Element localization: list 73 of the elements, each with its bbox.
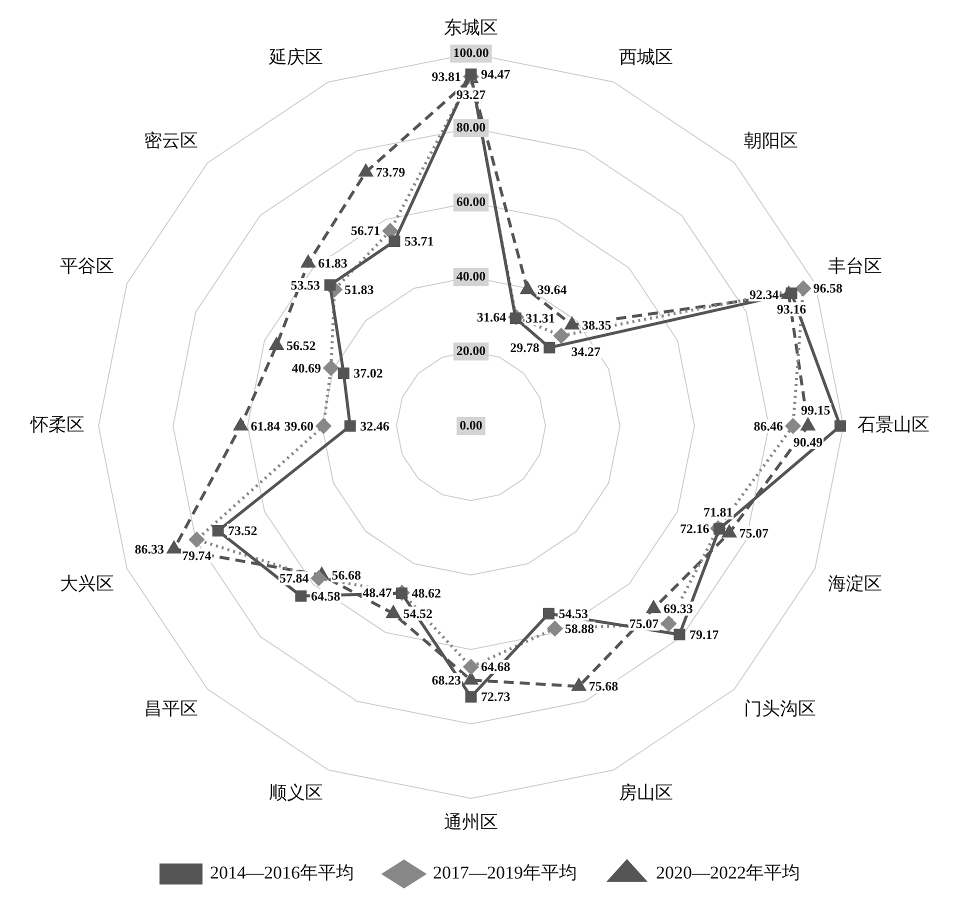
data-label: 61.83 [318,256,348,271]
data-label: 73.79 [376,164,406,180]
spoke-label: 朝阳区 [744,130,798,152]
spoke-label: 海淀区 [828,573,882,594]
spoke-label: 石景山区 [857,414,930,436]
data-label: 48.47 [362,585,392,600]
data-label: 86.46 [754,418,784,434]
data-label: 29.78 [510,340,540,355]
data-label: 51.83 [344,282,374,297]
data-label: 61.84 [250,418,280,434]
data-label: 64.58 [310,588,341,604]
data-label: 73.52 [228,523,258,538]
legend-label: 2014—2016年平均 [210,862,354,883]
data-label: 72.16 [680,521,710,536]
spoke-label: 通州区 [444,812,498,833]
data-label: 39.60 [284,418,314,434]
legend-label: 2017—2019年平均 [433,862,577,883]
spoke-label: 大兴区 [60,573,114,594]
data-label: 99.15 [800,402,831,418]
spoke-label: 门头沟区 [744,698,816,720]
y-tick-label: 100.00 [453,44,489,60]
data-label: 56.52 [286,338,316,353]
data-label: 58.88 [564,620,595,636]
data-label: 79.17 [689,626,720,642]
data-label: 48.62 [412,586,441,601]
data-label: 39.64 [537,282,568,297]
data-label: 32.46 [360,418,390,434]
data-label: 56.68 [332,568,362,583]
data-label: 94.47 [481,66,511,82]
y-tick-label: 80.00 [456,119,486,134]
data-label: 54.52 [403,606,433,621]
legend-label: 2020—2022年平均 [656,862,800,883]
spoke-label: 密云区 [144,130,198,152]
data-label: 71.81 [703,504,733,520]
data-label: 38.35 [582,317,612,332]
spoke-label: 平谷区 [60,256,114,278]
data-label: 40.69 [292,360,322,376]
spoke-label: 房山区 [618,782,673,804]
spoke-label: 昌平区 [144,698,198,720]
data-label: 54.53 [558,606,588,621]
data-label: 72.73 [481,689,511,704]
data-label: 75.07 [739,525,770,540]
spoke-label: 顺义区 [269,782,324,804]
data-label: 93.81 [432,69,461,84]
data-label: 93.27 [456,87,486,102]
data-label: 75.68 [588,678,619,694]
data-label: 34.27 [571,344,601,360]
data-label: 93.16 [776,302,807,317]
spoke-label: 西城区 [618,46,673,68]
data-label: 53.53 [290,277,321,292]
spoke-label: 丰台区 [828,256,882,278]
data-label: 31.64 [476,310,507,324]
y-tick-label: 20.00 [456,342,486,358]
y-tick-label: 40.00 [456,268,486,284]
spoke-label: 怀柔区 [30,414,85,436]
data-label: 64.68 [481,659,511,674]
data-label: 92.34 [749,286,780,302]
data-label: 96.58 [813,280,844,296]
data-label: 90.49 [793,434,824,450]
data-label: 68.23 [432,672,462,688]
data-label: 75.07 [629,616,660,632]
y-tick-label: 0.00 [460,417,482,432]
data-label: 56.71 [350,223,380,238]
data-label: 69.33 [664,600,694,616]
data-label: 79.74 [182,548,212,563]
data-label: 37.02 [354,366,383,381]
data-label: 86.33 [134,541,164,556]
data-label: 53.71 [404,234,434,249]
y-tick-label: 60.00 [456,194,486,209]
spoke-label: 延庆区 [268,46,324,68]
spoke-label: 东城区 [444,17,498,38]
data-label: 57.84 [279,570,310,586]
data-label: 31.31 [526,310,555,326]
